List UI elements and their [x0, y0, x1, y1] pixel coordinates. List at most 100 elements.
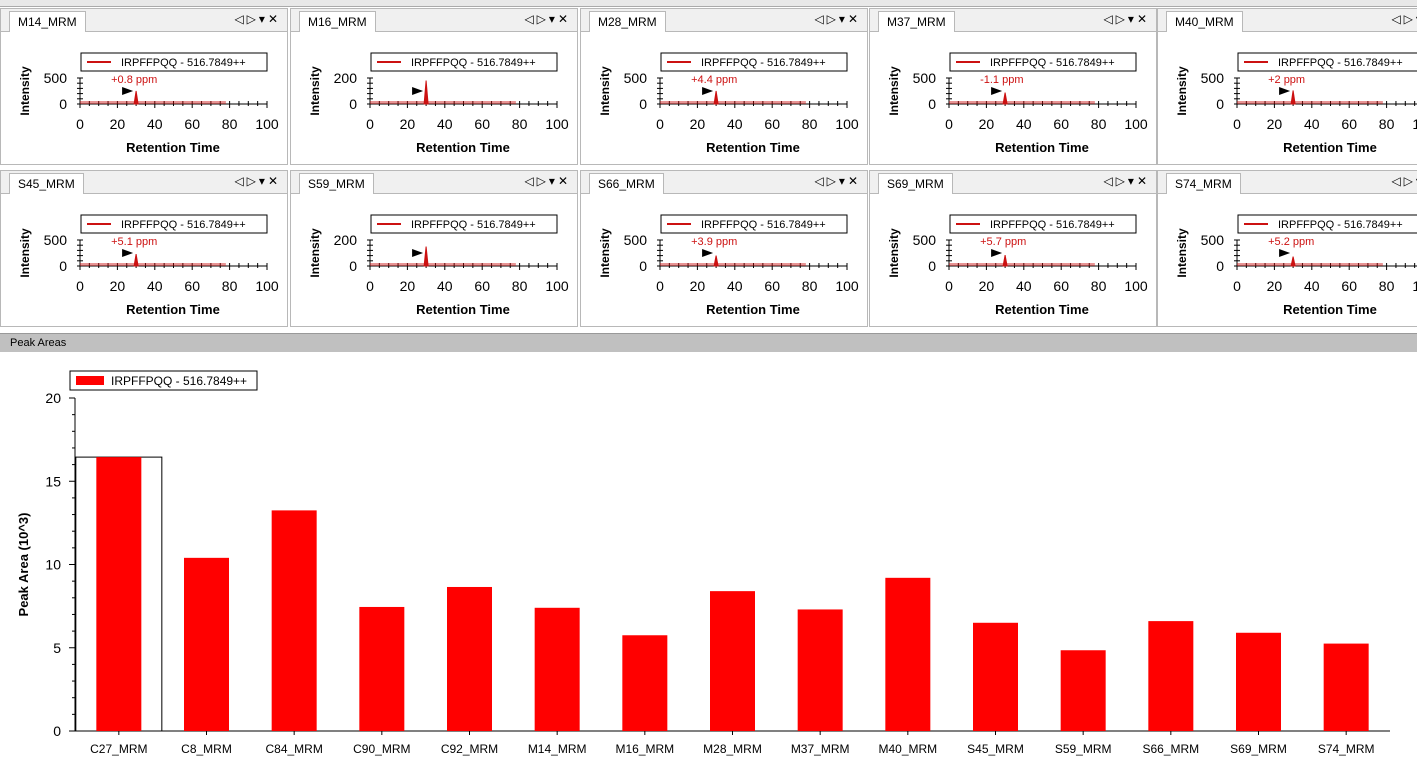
legend-box [949, 214, 1137, 234]
prev-icon[interactable]: ◁ [234, 12, 247, 26]
dropdown-icon[interactable]: ▾ [838, 12, 848, 26]
chromatogram-panel[interactable]: M28_MRM ◁▷▾✕ IRPFFPQQ - 516.7849++ Intensit… [580, 8, 868, 165]
prev-icon[interactable]: ◁ [1391, 12, 1404, 26]
dropdown-icon[interactable]: ▾ [258, 12, 268, 26]
prev-icon[interactable]: ◁ [814, 174, 827, 188]
chromatogram-panel[interactable]: S66_MRM ◁▷▾✕ IRPFFPQQ - 516.7849++ Intensit… [580, 170, 868, 327]
chromatogram-panel[interactable]: S69_MRM ◁▷▾✕ IRPFFPQQ - 516.7849++ Intensit… [869, 170, 1157, 327]
next-icon[interactable]: ▷ [246, 174, 259, 188]
peak-trace [1002, 254, 1008, 267]
x-tick-label: S66_MRM [1142, 742, 1199, 756]
chromatogram-panel[interactable]: S59_MRM ◁▷▾✕ IRPFFPQQ - 516.7849++ Intensit… [290, 170, 578, 327]
dropdown-icon[interactable]: ▾ [1127, 174, 1137, 188]
close-icon[interactable]: ✕ [557, 12, 571, 26]
y-axis-label: Intensity [1175, 228, 1189, 278]
panel-tab[interactable]: S59_MRM [299, 173, 374, 194]
panel-tab[interactable]: M14_MRM [9, 11, 86, 32]
baseline-trace [370, 101, 516, 104]
baseline-trace [660, 263, 806, 266]
panel-tab[interactable]: S45_MRM [9, 173, 84, 194]
panel-tab[interactable]: S69_MRM [878, 173, 953, 194]
next-icon[interactable]: ▷ [826, 174, 839, 188]
legend-label: IRPFFPQQ - 516.7849++ [701, 57, 826, 69]
dropdown-icon[interactable]: ▾ [258, 174, 268, 188]
prev-icon[interactable]: ◁ [524, 12, 537, 26]
x-tick-label: C8_MRM [181, 742, 232, 756]
next-icon[interactable]: ▷ [246, 12, 259, 26]
dropdown-icon[interactable]: ▾ [548, 174, 558, 188]
close-icon[interactable]: ✕ [1136, 174, 1150, 188]
panel-controls[interactable]: ◁▷▾✕ [234, 174, 281, 188]
panel-controls[interactable]: ◁▷▾✕ [1391, 174, 1417, 188]
panel-controls[interactable]: ◁▷▾✕ [814, 12, 861, 26]
x-tick-label: 40 [437, 278, 453, 294]
mass-error-label: +0.8 ppm [111, 74, 157, 86]
chromatogram-panel[interactable]: S74_MRM ◁▷▾✕ IRPFFPQQ - 516.7849++ Intensit… [1157, 170, 1417, 327]
chromatogram-panel[interactable]: M16_MRM ◁▷▾✕ IRPFFPQQ - 516.7849++ Intensit… [290, 8, 578, 165]
chromatogram-panel[interactable]: S45_MRM ◁▷▾✕ IRPFFPQQ - 516.7849++ Intensit… [0, 170, 288, 327]
x-tick-label: 100 [545, 116, 569, 132]
prev-icon[interactable]: ◁ [1103, 12, 1116, 26]
next-icon[interactable]: ▷ [536, 174, 549, 188]
x-tick-label: 20 [110, 116, 126, 132]
prev-icon[interactable]: ◁ [1391, 174, 1404, 188]
chromatogram-panel[interactable]: M37_MRM ◁▷▾✕ IRPFFPQQ - 516.7849++ Intensit… [869, 8, 1157, 165]
next-icon[interactable]: ▷ [826, 12, 839, 26]
dropdown-icon[interactable]: ▾ [1416, 174, 1417, 188]
dropdown-icon[interactable]: ▾ [1416, 12, 1417, 26]
x-tick-label: 0 [945, 116, 953, 132]
legend-label: IRPFFPQQ - 516.7849++ [411, 219, 536, 231]
x-tick-label: S74_MRM [1318, 742, 1375, 756]
panel-controls[interactable]: ◁▷▾✕ [1391, 12, 1417, 26]
x-tick-label: M37_MRM [791, 742, 850, 756]
y-tick-label: 5 [53, 640, 61, 656]
chromatogram-panel[interactable]: M40_MRM ◁▷▾✕ IRPFFPQQ - 516.7849++ Intensit… [1157, 8, 1417, 165]
close-icon[interactable]: ✕ [267, 12, 281, 26]
panel-tab[interactable]: M16_MRM [299, 11, 376, 32]
legend-label: IRPFFPQQ - 516.7849++ [990, 219, 1115, 231]
panel-controls[interactable]: ◁▷▾✕ [814, 174, 861, 188]
legend-box [949, 52, 1137, 72]
close-icon[interactable]: ✕ [847, 12, 861, 26]
peak-trace [1002, 92, 1008, 105]
x-tick-label: 80 [222, 278, 238, 294]
prev-icon[interactable]: ◁ [1103, 174, 1116, 188]
panel-controls[interactable]: ◁▷▾✕ [1103, 174, 1150, 188]
next-icon[interactable]: ▷ [1403, 174, 1416, 188]
baseline-trace [949, 101, 1095, 104]
prev-icon[interactable]: ◁ [524, 174, 537, 188]
panel-controls[interactable]: ◁▷▾✕ [1103, 12, 1150, 26]
prev-icon[interactable]: ◁ [234, 174, 247, 188]
peak-marker-icon [122, 249, 134, 257]
close-icon[interactable]: ✕ [557, 174, 571, 188]
peak-trace [133, 253, 139, 267]
x-tick-label: 60 [1341, 116, 1357, 132]
chromatogram-panel[interactable]: M14_MRM ◁▷▾✕ IRPFFPQQ - 516.7849++ Intensit… [0, 8, 288, 165]
panel-tab[interactable]: M40_MRM [1166, 11, 1243, 32]
panel-controls[interactable]: ◁▷▾✕ [524, 12, 571, 26]
next-icon[interactable]: ▷ [1115, 12, 1128, 26]
panel-controls[interactable]: ◁▷▾✕ [524, 174, 571, 188]
close-icon[interactable]: ✕ [267, 174, 281, 188]
close-icon[interactable]: ✕ [1136, 12, 1150, 26]
panel-tab[interactable]: S66_MRM [589, 173, 664, 194]
next-icon[interactable]: ▷ [536, 12, 549, 26]
close-icon[interactable]: ✕ [847, 174, 861, 188]
dropdown-icon[interactable]: ▾ [838, 174, 848, 188]
x-tick-label: S59_MRM [1055, 742, 1112, 756]
panel-tab[interactable]: M37_MRM [878, 11, 955, 32]
panel-controls[interactable]: ◁▷▾✕ [234, 12, 281, 26]
x-axis-label: Retention Time [416, 302, 510, 317]
x-tick-label: 60 [1053, 116, 1069, 132]
next-icon[interactable]: ▷ [1115, 174, 1128, 188]
prev-icon[interactable]: ◁ [814, 12, 827, 26]
panel-tab[interactable]: S74_MRM [1166, 173, 1241, 194]
x-tick-label: 20 [1267, 278, 1283, 294]
bar-s69_mrm [1236, 632, 1281, 731]
next-icon[interactable]: ▷ [1403, 12, 1416, 26]
dropdown-icon[interactable]: ▾ [1127, 12, 1137, 26]
panel-tab[interactable]: M28_MRM [589, 11, 666, 32]
legend-box [370, 214, 558, 234]
dropdown-icon[interactable]: ▾ [548, 12, 558, 26]
x-tick-label: 100 [255, 116, 279, 132]
